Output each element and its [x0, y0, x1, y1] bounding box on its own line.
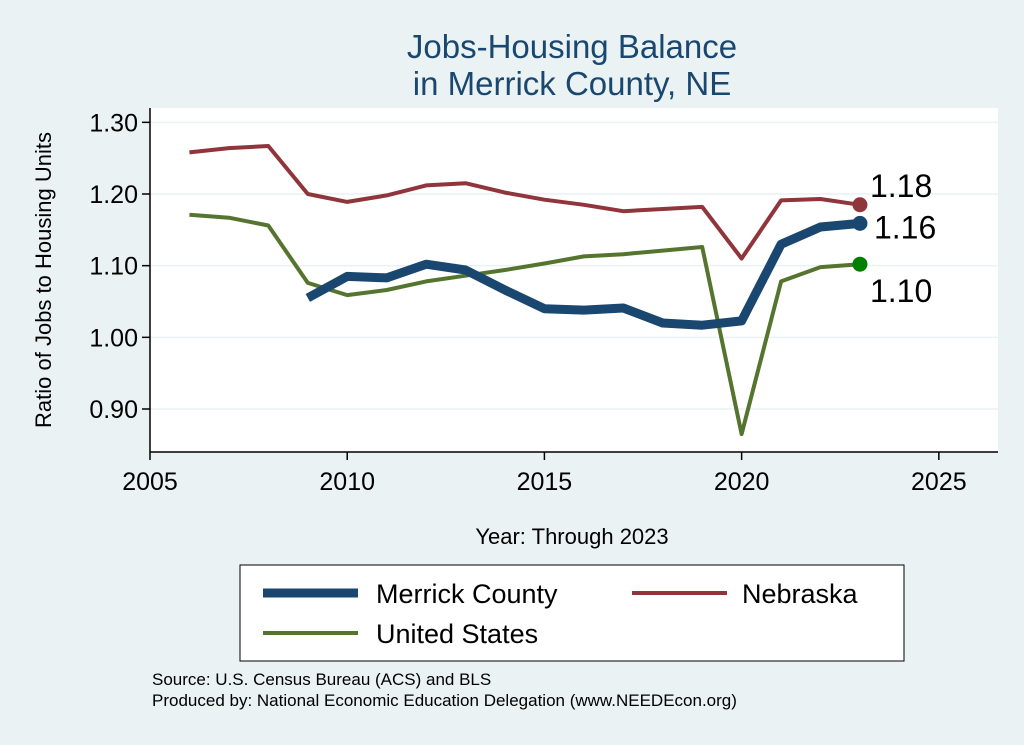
y-tick-label: 1.20 — [89, 181, 138, 209]
legend-label-united-states: United States — [376, 619, 538, 649]
x-tick-label: 2010 — [319, 468, 375, 496]
series-layer — [189, 144, 868, 437]
end-marker-united-states — [852, 256, 868, 272]
end-labels: 1.16 1.18 1.10 — [870, 168, 936, 309]
end-label-united-states: 1.10 — [870, 273, 932, 309]
x-tick-label: 2020 — [714, 468, 770, 496]
legend-box — [239, 564, 905, 662]
end-marker-nebraska — [852, 197, 868, 213]
x-tick-label: 2015 — [517, 468, 573, 496]
chart-title-line-1: Jobs-Housing Balance — [407, 28, 737, 65]
series-line-nebraska — [189, 144, 861, 261]
x-axis-title: Year: Through 2023 — [475, 524, 668, 549]
legend-label-nebraska: Nebraska — [742, 579, 859, 609]
legend-label-merrick-county: Merrick County — [376, 579, 558, 609]
series-line-merrick-county — [305, 218, 861, 330]
y-tick-label: 1.00 — [89, 324, 138, 352]
end-label-merrick-county: 1.16 — [874, 209, 936, 245]
y-tick-label: 1.30 — [89, 109, 138, 137]
series-line-united-states — [189, 212, 861, 437]
source-note: Source: U.S. Census Bureau (ACS) and BLS — [152, 670, 491, 689]
produced-by-note: Produced by: National Economic Education… — [152, 691, 737, 710]
end-label-nebraska: 1.18 — [870, 168, 932, 204]
y-ticks: 0.90 1.00 1.10 1.20 1.30 — [89, 109, 150, 424]
y-axis-title: Ratio of Jobs to Housing Units — [31, 132, 56, 428]
plot-area — [150, 108, 998, 452]
end-marker-merrick-county — [852, 215, 868, 231]
x-tick-label: 2025 — [911, 468, 967, 496]
y-tick-label: 1.10 — [89, 253, 138, 281]
legend: Merrick County Nebraska United States — [239, 564, 905, 662]
x-ticks: 2005 2010 2015 2020 2025 — [122, 452, 967, 496]
chart-title-line-2: in Merrick County, NE — [413, 65, 731, 102]
x-tick-label: 2005 — [122, 468, 178, 496]
y-tick-label: 0.90 — [89, 396, 138, 424]
